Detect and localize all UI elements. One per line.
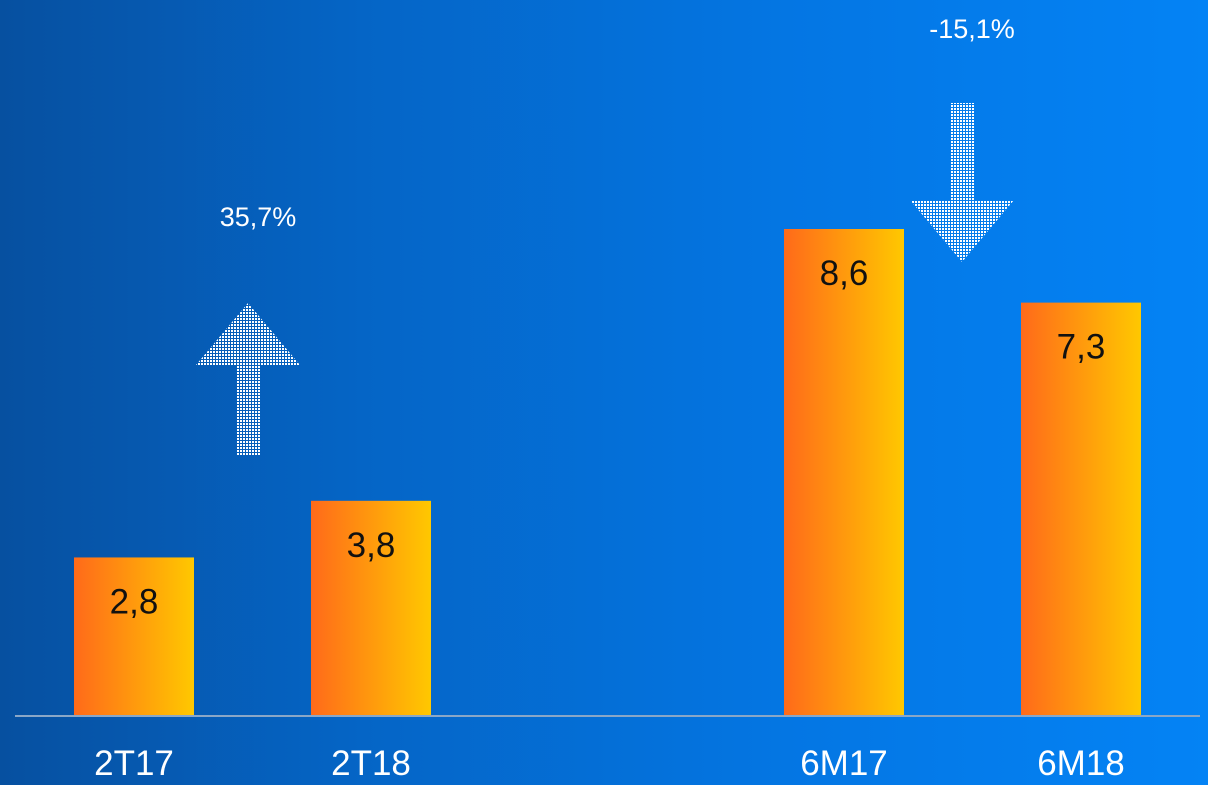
- bar-value-6m18: 7,3: [1057, 328, 1106, 367]
- x-tick-labels: 2T17 2T18 6M17 6M18: [94, 744, 1125, 783]
- change-label-down: -15,1%: [929, 14, 1015, 44]
- arrow-down-icon: [910, 103, 1014, 262]
- x-tick-6m18: 6M18: [1037, 744, 1125, 783]
- change-label-up: 35,7%: [220, 202, 297, 232]
- bar-2t18: [311, 500, 431, 716]
- bar-value-2t17: 2,8: [110, 582, 159, 621]
- x-tick-2t17: 2T17: [94, 744, 174, 783]
- change-annotations: 35,7% -15,1%: [196, 14, 1015, 456]
- bar-6m17: [784, 229, 904, 716]
- x-tick-6m17: 6M17: [800, 744, 888, 783]
- bar-value-6m17: 8,6: [820, 254, 869, 293]
- bar-2t17: [74, 557, 194, 716]
- bar-6m18: [1021, 302, 1141, 716]
- bar-value-2t18: 3,8: [347, 526, 396, 565]
- x-tick-2t18: 2T18: [331, 744, 411, 783]
- arrow-up-icon: [196, 303, 300, 456]
- bars-layer: 2,8 3,8 8,6 7,3: [74, 229, 1141, 716]
